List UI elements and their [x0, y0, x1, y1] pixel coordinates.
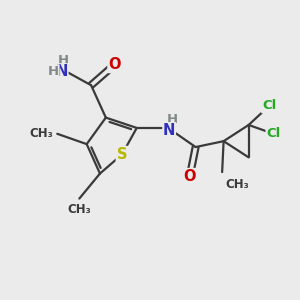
Text: CH₃: CH₃ [68, 203, 91, 216]
Text: O: O [108, 57, 121, 72]
Text: CH₃: CH₃ [225, 178, 249, 191]
Text: H: H [58, 54, 69, 67]
Text: Cl: Cl [262, 99, 276, 112]
Text: CH₃: CH₃ [29, 127, 53, 140]
Text: Cl: Cl [266, 127, 281, 140]
Text: O: O [184, 169, 196, 184]
Text: H: H [48, 65, 59, 78]
Text: H: H [167, 113, 178, 126]
Text: S: S [117, 147, 127, 162]
Text: N: N [163, 123, 175, 138]
Text: N: N [56, 64, 68, 79]
